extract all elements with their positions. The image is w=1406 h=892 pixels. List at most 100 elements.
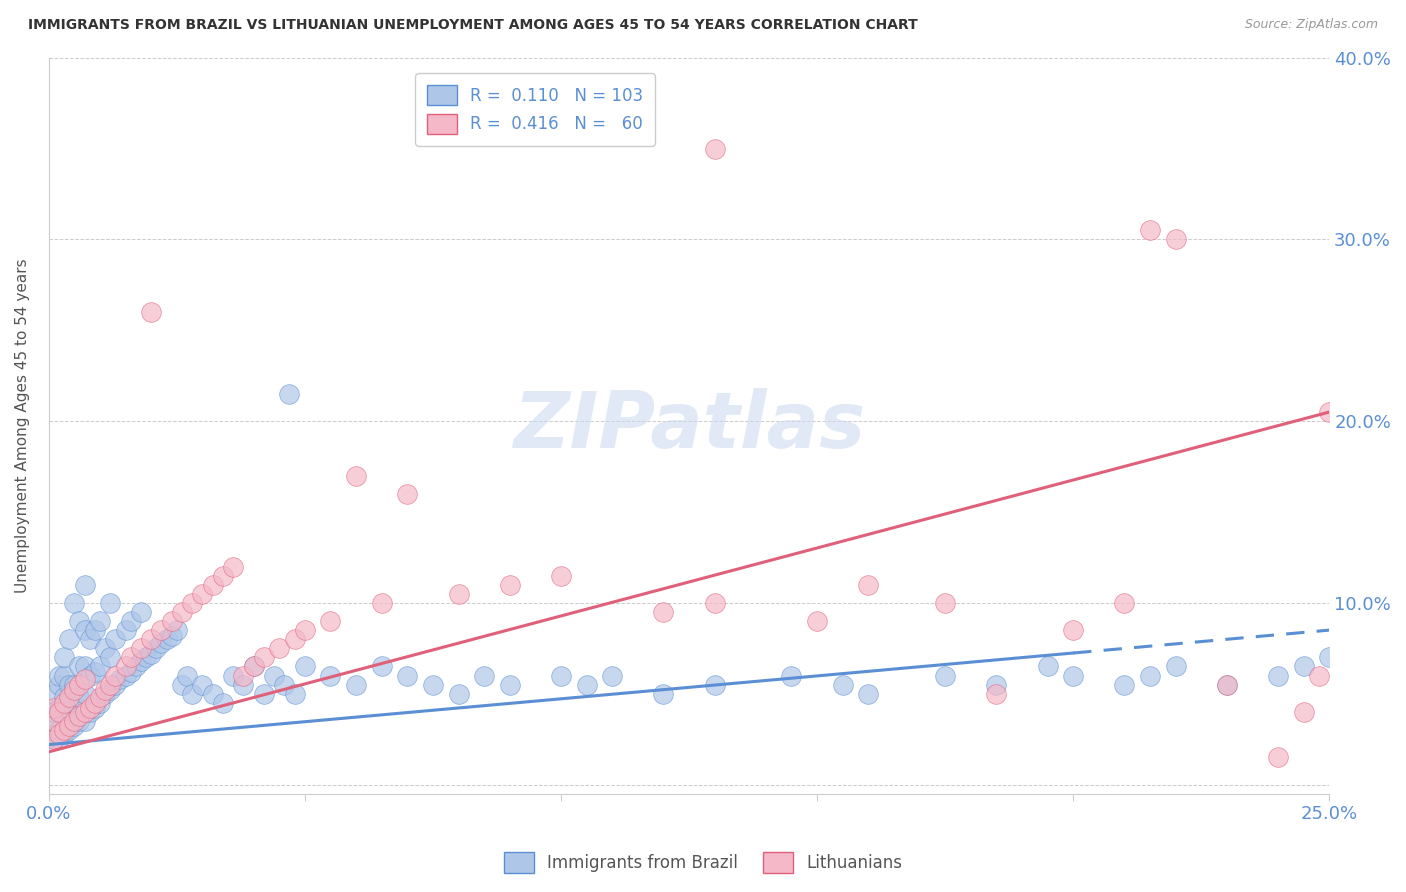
Point [94,687,117,701]
Point [79,632,101,647]
Point [422,678,444,692]
Point [191,678,214,692]
Point [934,596,956,610]
Text: Source: ZipAtlas.com: Source: ZipAtlas.com [1244,18,1378,31]
Point [166,623,188,637]
Point [83,623,105,637]
Point [550,568,572,582]
Point [806,614,828,628]
Point [89,696,111,710]
Point [232,678,254,692]
Point [150,636,173,650]
Point [110,672,132,686]
Point [1164,659,1187,673]
Point [150,623,173,637]
Point [703,678,725,692]
Point [703,142,725,156]
Point [212,696,235,710]
Point [575,678,598,692]
Point [83,696,105,710]
Point [499,577,522,591]
Point [48,701,70,715]
Point [89,690,111,705]
Point [831,678,853,692]
Point [1308,668,1330,682]
Point [48,678,70,692]
Point [53,690,76,705]
Point [42,701,65,715]
Point [1216,678,1239,692]
Point [58,632,80,647]
Point [858,577,880,591]
Point [63,678,86,692]
Point [73,577,96,591]
Point [125,659,148,673]
Point [201,687,224,701]
Point [986,687,1008,701]
Point [344,468,367,483]
Point [73,672,96,686]
Point [73,659,96,673]
Point [129,654,152,668]
Point [53,708,76,723]
Point [1292,659,1315,673]
Point [934,668,956,682]
Point [53,696,76,710]
Point [98,678,121,692]
Point [48,705,70,719]
Point [263,668,285,682]
Point [79,705,101,719]
Point [48,668,70,682]
Point [652,687,675,701]
Point [63,714,86,728]
Point [986,678,1008,692]
Point [63,701,86,715]
Point [242,659,264,673]
Point [1114,678,1136,692]
Point [1114,596,1136,610]
Point [176,668,198,682]
Point [69,708,91,723]
Point [396,668,419,682]
Point [160,614,183,628]
Point [114,659,136,673]
Point [1164,232,1187,246]
Point [222,559,245,574]
Point [141,305,163,319]
Point [42,714,65,728]
Point [472,668,495,682]
Point [145,641,167,656]
Point [42,714,65,728]
Point [396,487,419,501]
Point [253,650,276,665]
Point [294,623,316,637]
Point [58,678,80,692]
Point [69,714,91,728]
Point [69,659,91,673]
Point [1292,705,1315,719]
Point [141,647,163,661]
Point [703,596,725,610]
Point [104,678,127,692]
Point [98,596,121,610]
Point [89,659,111,673]
Point [63,683,86,698]
Point [58,696,80,710]
Point [191,587,214,601]
Text: ZIPatlas: ZIPatlas [513,388,865,464]
Text: IMMIGRANTS FROM BRAZIL VS LITHUANIAN UNEMPLOYMENT AMONG AGES 45 TO 54 YEARS CORR: IMMIGRANTS FROM BRAZIL VS LITHUANIAN UNE… [28,18,918,32]
Point [1267,750,1289,764]
Point [114,668,136,682]
Point [1036,659,1059,673]
Point [284,632,307,647]
Point [253,687,276,701]
Point [858,687,880,701]
Point [42,705,65,719]
Point [48,732,70,747]
Point [79,668,101,682]
Y-axis label: Unemployment Among Ages 45 to 54 years: Unemployment Among Ages 45 to 54 years [15,259,30,593]
Point [370,596,392,610]
Point [129,641,152,656]
Point [58,719,80,733]
Point [42,732,65,747]
